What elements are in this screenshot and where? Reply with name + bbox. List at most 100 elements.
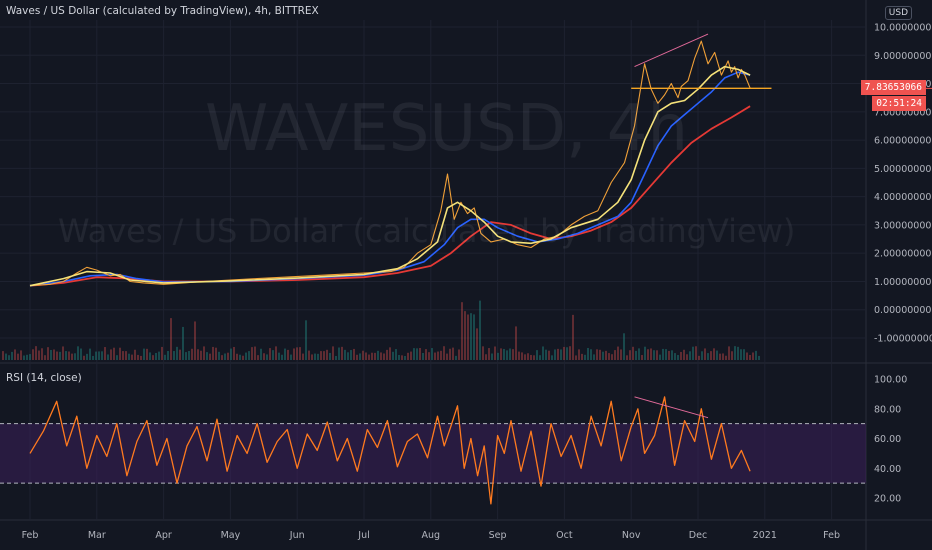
price-tick-label: 9.00000000 [874,51,931,62]
volume-bar [152,355,154,360]
volume-bar [374,352,376,360]
volume-bar [461,302,463,360]
time-tick-label: May [221,530,241,541]
volume-bar [257,355,259,360]
volume-bar [119,347,121,360]
volume-bar [557,348,559,360]
time-tick-label: 2021 [753,530,777,541]
volume-bar [8,355,10,360]
volume-bar [452,347,454,360]
time-tick-label: Feb [22,530,39,541]
volume-bar [422,352,424,360]
volume-bar [353,348,355,360]
volume-bar [677,355,679,360]
volume-bar [149,352,151,360]
volume-bar [644,346,646,360]
volume-bar [524,354,526,360]
volume-bar [518,351,520,360]
volume-bar [191,348,193,360]
volume-bar [554,349,556,360]
volume-bar [179,349,181,360]
volume-bar [134,349,136,360]
volume-bar [392,351,394,360]
volume-bar [455,355,457,360]
volume-bar [581,353,583,360]
volume-bar [338,347,340,360]
volume-bar [71,353,73,360]
volume-bar [530,354,532,360]
volume-bar [722,353,724,360]
volume-bar [185,352,187,360]
volume-bar [107,354,109,360]
volume-bar [596,349,598,360]
volume-bar [53,349,55,360]
volume-bar [344,349,346,360]
volume-bar [284,348,286,360]
volume-bar [551,355,553,360]
volume-bar [419,348,421,360]
volume-bar [194,321,196,360]
volume-bar [311,354,313,360]
volume-bar [680,351,682,360]
volume-bar [302,353,304,360]
last-price-badge: 7.83653066 [860,80,926,95]
volume-bar [503,348,505,360]
volume-bar [386,349,388,360]
volume-bar [245,352,247,360]
volume-bar [572,314,574,360]
volume-bar [404,355,406,360]
volume-bar [731,351,733,360]
volume-bar [143,348,145,360]
volume-bar [620,349,622,360]
volume-bar [704,348,706,360]
volume-bar [443,346,445,360]
volume-bar [560,349,562,360]
volume-bar [290,354,292,360]
volume-bar [281,354,283,360]
volume-bar [233,346,235,360]
volume-bar [170,318,172,360]
volume-bar [494,346,496,360]
volume-bar [632,346,634,360]
volume-bar [710,351,712,360]
volume-bar [545,349,547,360]
volume-bar [698,355,700,360]
countdown-badge: 02:51:24 [872,96,926,111]
volume-bar [380,352,382,360]
volume-bar [329,352,331,360]
volume-bar [662,348,664,360]
volume-bar [92,355,94,360]
volume-bar [155,352,157,360]
rsi-tick-label: 20.00 [874,494,901,505]
time-tick-label: Dec [689,530,707,541]
volume-bar [113,347,115,360]
volume-bar [449,348,451,360]
volume-bar [161,346,163,360]
volume-bar [368,354,370,360]
volume-bar [665,349,667,360]
volume-bar [599,349,601,360]
series-layer [29,33,932,505]
volume-bar [752,352,754,360]
volume-bar [101,351,103,360]
volume-bar [77,346,79,360]
volume-bar [749,354,751,360]
volume-bar [416,348,418,360]
volume-bar [323,351,325,360]
volume-bar [491,353,493,360]
volume-bar [218,351,220,360]
volume-bar [200,350,202,360]
volume-bar [239,354,241,360]
volume-bar [575,355,577,360]
volume-bar [164,354,166,360]
volume-bar [755,350,757,360]
volume-bar [224,353,226,360]
volume-bar [350,350,352,360]
currency-label[interactable]: USD [884,6,912,20]
price-tick-label: 7.00000000 [874,107,931,118]
volume-bar [35,346,37,360]
volume-bar [686,354,688,360]
volume-bar [671,350,673,360]
volume-bar [509,348,511,360]
price-tick-label: 6.00000000 [874,136,931,147]
